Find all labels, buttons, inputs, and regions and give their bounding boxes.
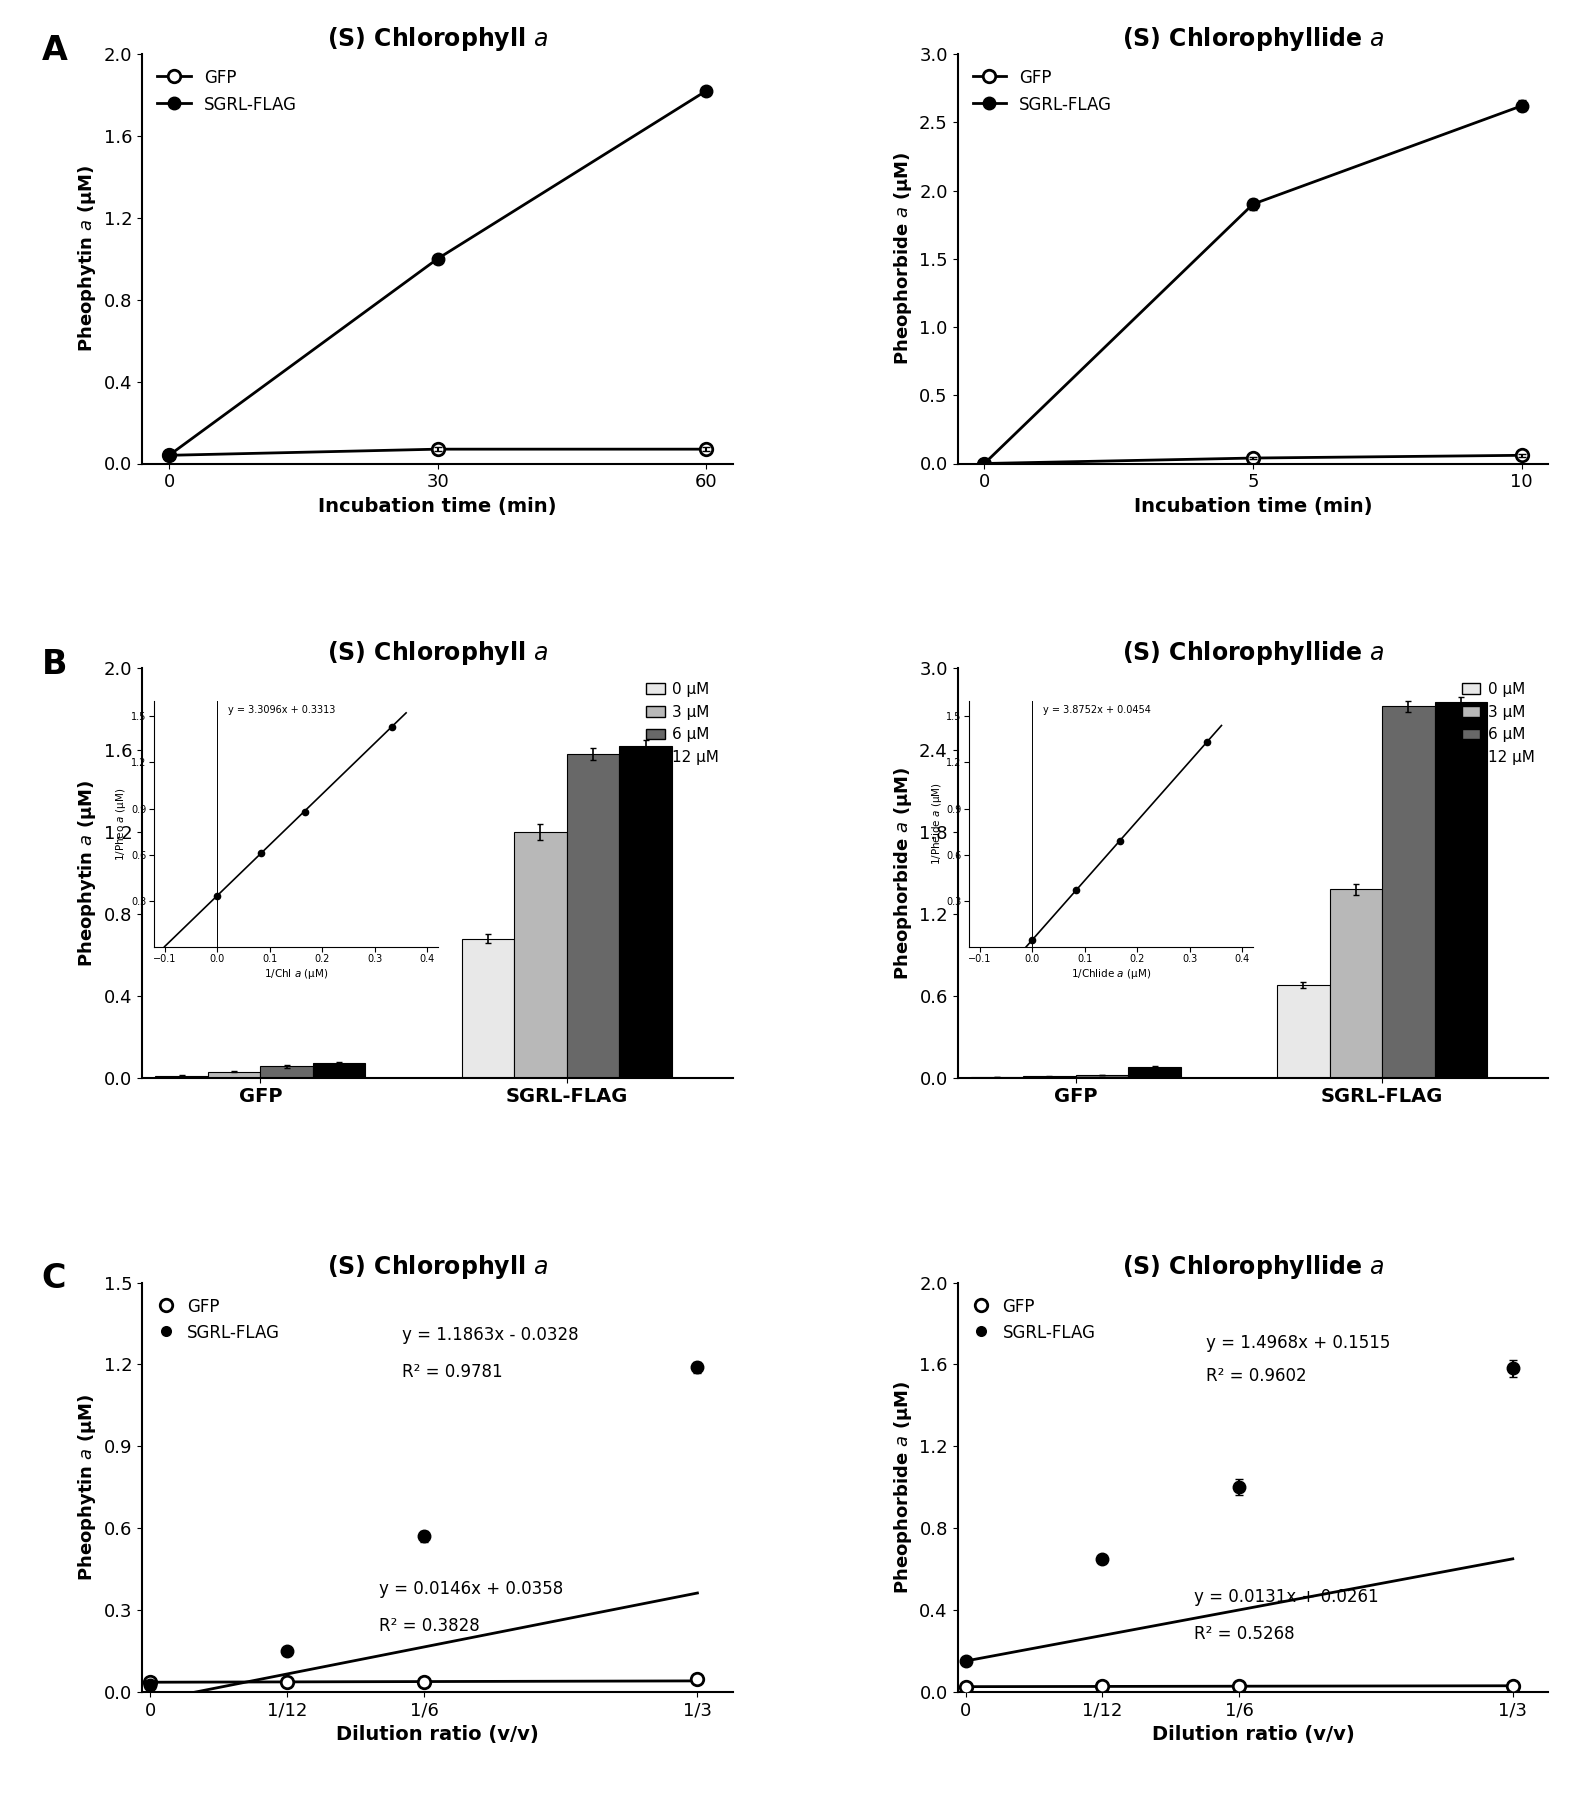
Bar — [1076, 1075, 1128, 1078]
Title: (S) Chlorophyll $\it{a}$: (S) Chlorophyll $\it{a}$ — [327, 1253, 548, 1282]
Title: (S) Chlorophyll $\it{a}$: (S) Chlorophyll $\it{a}$ — [327, 639, 548, 668]
Legend: GFP, SGRL-FLAG: GFP, SGRL-FLAG — [965, 1291, 1103, 1348]
Y-axis label: Pheophytin $\it{a}$ (μM): Pheophytin $\it{a}$ (μM) — [76, 779, 98, 967]
Text: R² = 0.9781: R² = 0.9781 — [403, 1363, 502, 1381]
X-axis label: Incubation time (min): Incubation time (min) — [1134, 497, 1371, 517]
Bar — [619, 745, 672, 1078]
Text: y = 0.0146x + 0.0358: y = 0.0146x + 0.0358 — [379, 1580, 562, 1598]
Y-axis label: Pheophorbide $\it{a}$ (μM): Pheophorbide $\it{a}$ (μM) — [891, 767, 913, 979]
Bar — [155, 1076, 209, 1078]
Y-axis label: Pheophytin $\it{a}$ (μM): Pheophytin $\it{a}$ (μM) — [76, 166, 98, 353]
Title: (S) Chlorophyll $\it{a}$: (S) Chlorophyll $\it{a}$ — [327, 25, 548, 52]
Bar — [1128, 1067, 1180, 1078]
Text: B: B — [41, 648, 68, 680]
Bar — [313, 1064, 365, 1078]
Text: R² = 0.5268: R² = 0.5268 — [1194, 1625, 1294, 1643]
Title: (S) Chlorophyllide $\it{a}$: (S) Chlorophyllide $\it{a}$ — [1122, 639, 1384, 668]
Legend: GFP, SGRL-FLAG: GFP, SGRL-FLAG — [150, 63, 303, 121]
Legend: GFP, SGRL-FLAG: GFP, SGRL-FLAG — [965, 63, 1119, 121]
Text: y = 1.1863x - 0.0328: y = 1.1863x - 0.0328 — [403, 1327, 578, 1345]
Bar — [567, 754, 619, 1078]
X-axis label: Incubation time (min): Incubation time (min) — [319, 497, 556, 517]
Bar — [1330, 889, 1382, 1078]
Legend: GFP, SGRL-FLAG: GFP, SGRL-FLAG — [150, 1291, 288, 1348]
X-axis label: Dilution ratio (v/v): Dilution ratio (v/v) — [337, 1724, 539, 1744]
Legend: 0 μM, 3 μM, 6 μM, 12 μM: 0 μM, 3 μM, 6 μM, 12 μM — [1455, 675, 1540, 770]
Text: y = 0.0131x + 0.0261: y = 0.0131x + 0.0261 — [1194, 1588, 1378, 1606]
Text: A: A — [41, 34, 68, 67]
Title: (S) Chlorophyllide $\it{a}$: (S) Chlorophyllide $\it{a}$ — [1122, 1253, 1384, 1282]
Bar — [1382, 706, 1435, 1078]
Y-axis label: Pheophorbide $\it{a}$ (μM): Pheophorbide $\it{a}$ (μM) — [891, 151, 913, 365]
Text: R² = 0.9602: R² = 0.9602 — [1206, 1366, 1307, 1384]
X-axis label: Dilution ratio (v/v): Dilution ratio (v/v) — [1152, 1724, 1354, 1744]
Text: C: C — [41, 1262, 66, 1294]
Title: (S) Chlorophyllide $\it{a}$: (S) Chlorophyllide $\it{a}$ — [1122, 25, 1384, 52]
Bar — [1277, 985, 1330, 1078]
Text: R² = 0.3828: R² = 0.3828 — [379, 1616, 479, 1634]
Bar — [461, 938, 514, 1078]
Bar — [514, 832, 567, 1078]
Bar — [1435, 702, 1487, 1078]
Bar — [209, 1071, 261, 1078]
Text: y = 1.4968x + 0.1515: y = 1.4968x + 0.1515 — [1206, 1334, 1390, 1352]
Y-axis label: Pheophytin $\it{a}$ (μM): Pheophytin $\it{a}$ (μM) — [76, 1393, 98, 1580]
Bar — [261, 1066, 313, 1078]
Legend: 0 μM, 3 μM, 6 μM, 12 μM: 0 μM, 3 μM, 6 μM, 12 μM — [640, 675, 725, 770]
Y-axis label: Pheophorbide $\it{a}$ (μM): Pheophorbide $\it{a}$ (μM) — [891, 1381, 913, 1595]
